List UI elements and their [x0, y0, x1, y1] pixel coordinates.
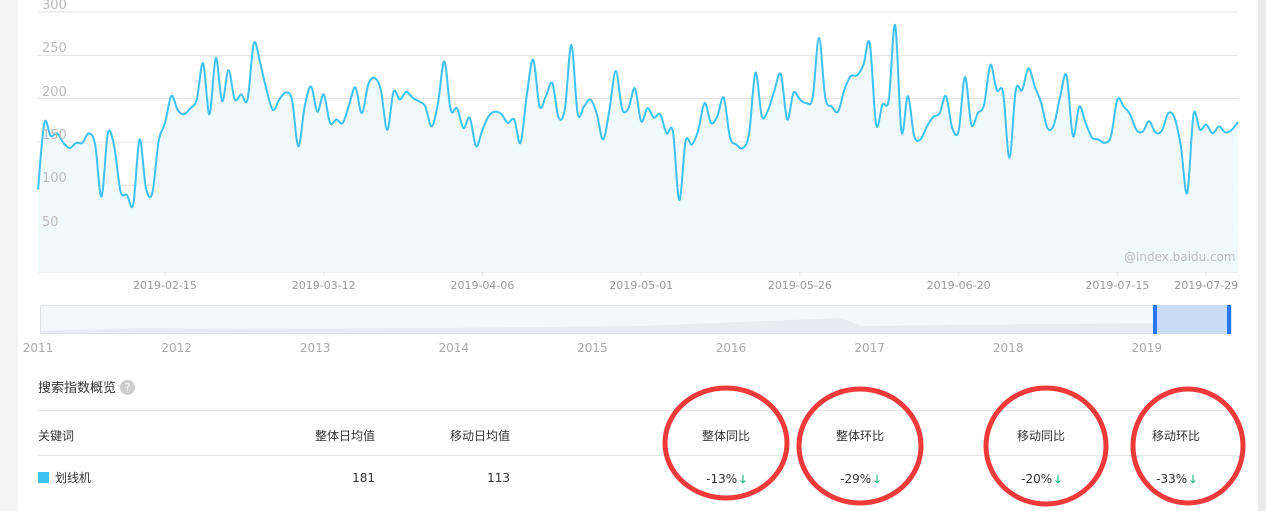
y-tick-label: 50 — [42, 214, 59, 230]
mobile-avg-value: 113 — [487, 471, 510, 485]
y-tick-label: 300 — [42, 0, 67, 13]
x-tick-label: 2019-03-12 — [291, 279, 356, 292]
navigator-right-handle[interactable] — [1227, 305, 1231, 334]
watermark: @index.baidu.com — [1124, 250, 1236, 264]
scrollbar[interactable] — [1258, 0, 1266, 511]
mobile-mom-value: -33% 🡓 — [1156, 471, 1196, 490]
series-area — [38, 24, 1238, 272]
x-tick-label: 2019-05-26 — [767, 279, 832, 292]
time-navigator[interactable] — [40, 305, 1232, 334]
navigator-year-label: 2015 — [577, 341, 608, 355]
x-tick-label: 2019-06-20 — [926, 279, 991, 292]
x-tick-label: 2019-07-15 — [1085, 279, 1150, 292]
navigator-year-label: 2012 — [161, 341, 192, 355]
x-tick-label: 2019-05-01 — [609, 279, 674, 292]
header-mobile-avg: 移动日均值 — [449, 429, 510, 443]
keyword-text: 划线机 — [55, 471, 92, 485]
overall-mom-text: -29% — [840, 472, 872, 486]
header-mobile-yoy: 移动同比 — [1016, 429, 1066, 443]
mobile-yoy-value: -20% 🡓 — [1021, 471, 1061, 490]
x-tick-label: 2019-04-06 — [450, 279, 515, 292]
navigator-year-label: 2019 — [1131, 341, 1163, 355]
header-overall-yoy: 整体同比 — [701, 429, 751, 443]
overview-title-text: 搜索指数概览 — [38, 381, 117, 396]
overall-yoy-value: -13% 🡓 — [706, 471, 746, 490]
overview-title: 搜索指数概览? — [38, 377, 136, 396]
navigator-year-label: 2017 — [854, 341, 885, 355]
arrow-down-icon: 🡓 — [1055, 473, 1061, 486]
overall-avg-value: 181 — [352, 471, 375, 485]
navigator-selection[interactable] — [1155, 305, 1229, 334]
series-color-swatch — [38, 472, 49, 483]
header-mobile-mom: 移动环比 — [1151, 429, 1201, 443]
y-tick-label: 100 — [42, 171, 67, 187]
mobile-mom-text: -33% — [1156, 472, 1188, 486]
y-tick-label: 150 — [42, 128, 67, 143]
navigator-year-label: 2014 — [438, 341, 470, 355]
navigator-year-label: 2013 — [299, 341, 331, 355]
y-tick-label: 250 — [42, 41, 67, 57]
arrow-down-icon: 🡓 — [1190, 473, 1196, 486]
navigator-mini-chart — [41, 318, 1231, 333]
navigator-year-label: 2016 — [715, 341, 747, 355]
arrow-down-icon: 🡓 — [740, 473, 746, 486]
keyword-cell: 划线机 — [38, 469, 91, 486]
navigator-year-label: 2011 — [22, 341, 54, 355]
divider — [38, 410, 1238, 411]
header-overall-mom: 整体环比 — [835, 429, 885, 443]
help-icon[interactable]: ? — [120, 380, 136, 395]
trend-chart — [37, 11, 1239, 276]
divider — [38, 455, 1238, 456]
x-tick-label: 2019-02-15 — [133, 279, 197, 292]
header-keyword: 关键词 — [38, 429, 75, 443]
arrow-down-icon: 🡓 — [874, 473, 880, 486]
x-tick-label: 2019-07-29 — [1174, 279, 1239, 292]
navigator-year-label: 2018 — [992, 341, 1024, 355]
mobile-yoy-text: -20% — [1021, 472, 1053, 486]
overall-yoy-text: -13% — [706, 472, 738, 486]
header-overall-avg: 整体日均值 — [314, 429, 375, 443]
series-line — [37, 23, 1239, 209]
overall-mom-value: -29% 🡓 — [840, 471, 880, 490]
navigator-left-handle[interactable] — [1153, 305, 1157, 334]
y-tick-label: 200 — [42, 84, 67, 100]
